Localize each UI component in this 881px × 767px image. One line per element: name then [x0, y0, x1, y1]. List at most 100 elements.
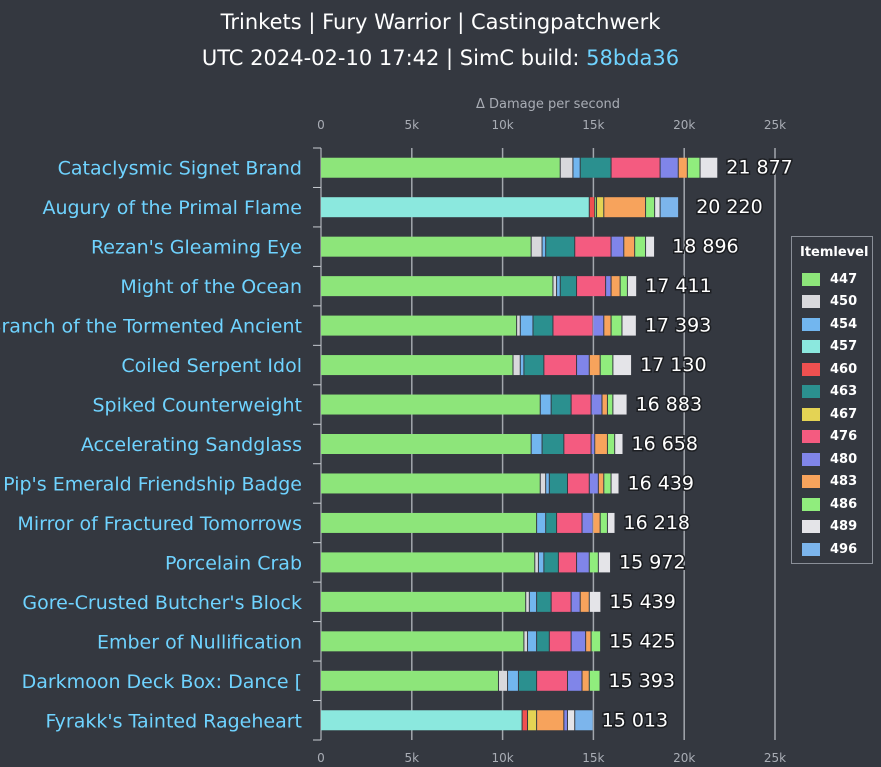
- bar-segment: [567, 670, 582, 691]
- bar-segment: [538, 552, 544, 573]
- value-label: 17 411: [645, 275, 711, 297]
- legend-item[interactable]: 486: [802, 496, 857, 512]
- bar-segment: [517, 315, 520, 336]
- legend-swatch: [802, 452, 820, 466]
- bar-segment: [660, 197, 679, 218]
- legend-item[interactable]: 454: [802, 316, 857, 332]
- bar-segment: [553, 276, 557, 297]
- legend-item[interactable]: 450: [802, 294, 857, 310]
- legend-item[interactable]: 447: [802, 271, 857, 287]
- legend-swatch: [802, 295, 820, 308]
- bar-segment: [607, 512, 615, 533]
- legend-item[interactable]: 457: [802, 339, 857, 355]
- value-label: 15 425: [609, 630, 675, 652]
- bar-segment: [655, 197, 660, 218]
- bar-segment: [321, 473, 540, 494]
- legend-label: 476: [830, 429, 858, 444]
- legend-item[interactable]: 480: [802, 451, 857, 467]
- bar-segment: [557, 276, 560, 297]
- legend-label: 454: [830, 316, 858, 332]
- bar-segment: [593, 512, 600, 533]
- category-label: Pip's Emerald Friendship Badge: [3, 473, 302, 495]
- bar-group: [321, 670, 600, 691]
- legend-item[interactable]: 489: [802, 519, 857, 535]
- legend-label: 457: [830, 339, 858, 354]
- tick-bottom-0: 0: [317, 751, 325, 765]
- bar-segment: [321, 631, 524, 652]
- bar-segment: [627, 276, 637, 297]
- bar-segment: [595, 434, 607, 454]
- category-label: Augury of the Primal Flame: [42, 197, 302, 219]
- bar-segment: [591, 394, 602, 415]
- bar-group: [321, 552, 611, 573]
- build-link[interactable]: 58bda36: [586, 46, 680, 70]
- bar-group: [321, 710, 593, 731]
- bar-segment: [604, 197, 646, 218]
- category-label: Cataclysmic Signet Brand: [58, 158, 302, 180]
- bar-segment: [600, 355, 613, 376]
- legend-label: 463: [830, 384, 858, 399]
- legend-label: 467: [830, 406, 858, 422]
- legend-item[interactable]: 460: [802, 361, 857, 377]
- subtitle-text: UTC 2024-02-10 17:42 | SimC build:: [201, 46, 587, 70]
- bar-segment: [544, 552, 558, 573]
- category-label: Coiled Serpent Idol: [121, 355, 302, 377]
- bar-segment: [620, 276, 627, 297]
- legend-item[interactable]: 476: [802, 429, 857, 445]
- bar-segment: [598, 473, 604, 494]
- bar-segment: [571, 631, 586, 652]
- legend-item[interactable]: 496: [802, 541, 857, 557]
- bar-segment: [586, 631, 591, 652]
- bar-segment: [540, 473, 546, 494]
- bar-segment: [635, 236, 646, 257]
- legend-item[interactable]: 463: [802, 384, 857, 400]
- bar-group: [321, 236, 655, 257]
- legend-label: 460: [830, 361, 858, 377]
- legend-label: 489: [830, 519, 858, 534]
- bar-segment: [591, 434, 595, 454]
- bar-segment: [528, 710, 537, 731]
- legend-item[interactable]: 467: [802, 406, 857, 422]
- legend-item[interactable]: 483: [802, 474, 857, 490]
- bar-segment: [546, 236, 575, 257]
- bar-segment: [549, 473, 567, 494]
- bar-group: [321, 473, 619, 494]
- tick-bottom-25k: 25k: [764, 751, 786, 765]
- bar-segment: [533, 315, 553, 336]
- bar-segment: [553, 315, 593, 336]
- bar-segment: [582, 512, 593, 533]
- bar-group: [321, 631, 601, 652]
- bar-segment: [542, 236, 546, 257]
- legend-swatch: [802, 272, 820, 286]
- tick-top-10k: 10k: [491, 118, 513, 132]
- bar-segment: [646, 236, 655, 257]
- bar-segment: [611, 236, 624, 257]
- bar-segment: [595, 197, 597, 218]
- tick-top-25k: 25k: [764, 118, 786, 132]
- category-label: Might of the Ocean: [120, 276, 302, 298]
- bar-segment: [321, 710, 522, 731]
- bar-group: [321, 591, 601, 612]
- x-axis-label: Δ Damage per second: [476, 97, 620, 112]
- value-label: 17 393: [645, 315, 711, 337]
- bar-segment: [589, 197, 595, 218]
- bar-group: [321, 434, 623, 454]
- category-label: Fyrakk's Tainted Rageheart: [45, 710, 302, 732]
- legend-label: 483: [830, 474, 858, 489]
- category-label: Branch of the Tormented Ancient: [0, 316, 302, 338]
- bar-segment: [522, 710, 528, 731]
- bar-segment: [520, 315, 533, 336]
- bar-segment: [560, 157, 573, 178]
- tick-bottom-5k: 5k: [405, 751, 420, 765]
- chart-subtitle: UTC 2024-02-10 17:42 | SimC build: 58bda…: [0, 46, 881, 70]
- bar-segment: [660, 157, 678, 178]
- legend-label: 450: [830, 294, 858, 309]
- bar-segment: [577, 552, 589, 573]
- bar-segment: [518, 670, 537, 691]
- bar-segment: [321, 276, 553, 297]
- bar-segment: [321, 591, 526, 612]
- bar-segment: [321, 670, 498, 691]
- legend-label: 496: [830, 541, 858, 557]
- bar-segment: [520, 355, 524, 376]
